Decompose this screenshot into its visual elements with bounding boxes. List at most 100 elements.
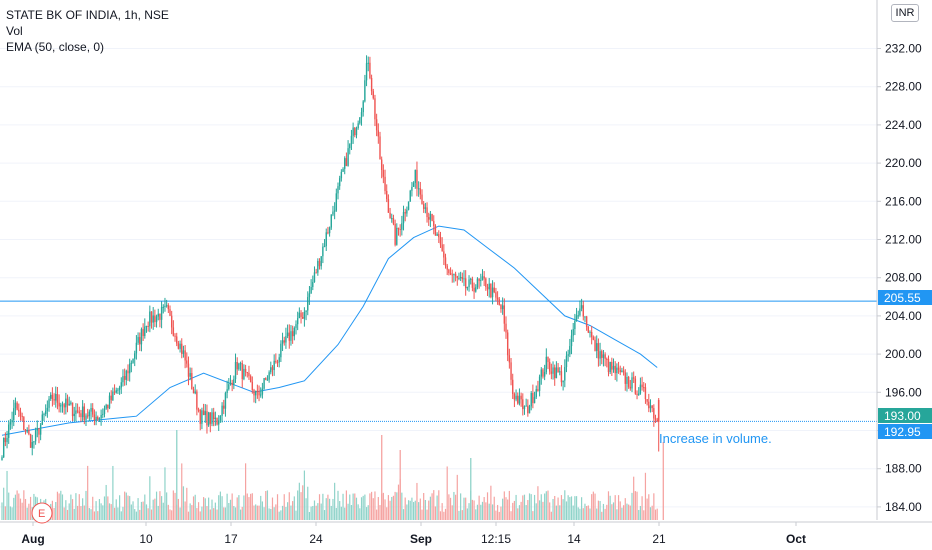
- volume-bar: [349, 494, 351, 520]
- legend-symbol[interactable]: STATE BK OF INDIA, 1h, NSE: [6, 8, 169, 22]
- volume-bar: [293, 496, 295, 520]
- volume-bar: [268, 508, 270, 520]
- candle-body: [219, 415, 222, 421]
- candle-body: [523, 406, 526, 410]
- candle-body: [55, 393, 57, 401]
- candle-body: [532, 393, 534, 404]
- legend-ema[interactable]: EMA (50, close, 0): [6, 40, 105, 54]
- price-axis[interactable]: 232.00 228.00 224.00 220.00 216.00 212.00 208.…: [877, 42, 922, 514]
- candle-body: [599, 351, 601, 359]
- volume-bar: [614, 495, 616, 520]
- volume-bar: [653, 493, 655, 520]
- currency-badge[interactable]: INR: [891, 4, 919, 22]
- volume-bar: [507, 499, 509, 520]
- volume-bar: [607, 491, 610, 520]
- candle-body: [555, 367, 558, 379]
- earnings-marker[interactable]: E: [31, 502, 53, 524]
- candle-body: [369, 62, 371, 78]
- volume-bar: [78, 494, 80, 520]
- candle-body: [159, 313, 161, 320]
- time-axis[interactable]: Aug 10 17 24 Sep 12:15 14 21 Oct: [21, 522, 806, 546]
- volume-bar: [322, 493, 324, 520]
- volume-bar: [402, 509, 405, 520]
- volume-bar: [491, 504, 494, 520]
- volume-bar: [18, 493, 20, 520]
- volume-bar: [174, 492, 176, 520]
- volume-bar: [208, 497, 210, 520]
- candle-body: [602, 354, 605, 358]
- candle-body: [545, 356, 548, 373]
- volume-bar: [497, 504, 499, 520]
- price-tick-label: 188.00: [885, 462, 922, 476]
- legend-volume[interactable]: Vol: [6, 24, 23, 38]
- candle-body: [58, 402, 60, 407]
- volume-bar: [643, 510, 645, 520]
- volume-bar: [429, 496, 431, 520]
- candle-body: [417, 188, 420, 190]
- volume-bar: [418, 502, 420, 520]
- volume-bar: [216, 509, 218, 520]
- volume-bar: [535, 503, 537, 520]
- volume-bar: [537, 486, 539, 520]
- volume-bar: [107, 496, 109, 520]
- volume-bar: [184, 501, 186, 520]
- candle-body: [107, 404, 109, 409]
- candle-body: [260, 394, 262, 396]
- candle-body: [81, 406, 84, 418]
- candle-body: [325, 232, 327, 247]
- candle-body: [182, 350, 185, 354]
- volume-bar: [416, 482, 418, 520]
- annotation-text[interactable]: Increase in volume.: [659, 431, 772, 446]
- volume-bar: [117, 507, 119, 520]
- volume-bar: [394, 491, 396, 520]
- volume-bar: [85, 490, 87, 520]
- volume-bar: [500, 506, 502, 520]
- candle-body: [191, 373, 193, 390]
- volume-bar: [125, 492, 127, 520]
- candle-body: [149, 311, 151, 327]
- candle-body: [548, 362, 551, 372]
- price-tick-label: 196.00: [885, 385, 922, 399]
- candle-body: [139, 337, 141, 345]
- volume-bar: [481, 501, 484, 520]
- volume-bar: [155, 491, 158, 520]
- candle-body: [359, 117, 361, 124]
- candle-body: [298, 312, 301, 319]
- candle-body: [88, 411, 91, 417]
- candle-body: [211, 412, 213, 424]
- candle-body: [328, 227, 331, 234]
- candle-body: [310, 286, 312, 294]
- candle-body: [90, 407, 92, 412]
- candle-body: [496, 297, 499, 300]
- candle-body: [412, 182, 415, 187]
- volume-bar: [644, 472, 647, 520]
- candle-body: [624, 372, 626, 384]
- volume-bar: [26, 507, 28, 520]
- candle-body: [110, 395, 112, 401]
- volume-bar: [498, 511, 500, 520]
- volume-bar: [21, 502, 23, 520]
- candle-body: [414, 169, 416, 183]
- candle-body: [631, 377, 633, 389]
- candle-body: [266, 379, 269, 381]
- candle-body: [525, 405, 527, 407]
- time-tick-label: 14: [567, 532, 581, 546]
- volume-bar: [61, 494, 64, 520]
- candle-body: [606, 358, 608, 360]
- candle-body: [512, 379, 514, 394]
- volume-bar: [206, 506, 208, 520]
- candle-body: [207, 412, 210, 426]
- candle-body: [382, 169, 385, 177]
- horizontal-lines[interactable]: [0, 300, 877, 422]
- candle-body: [490, 283, 492, 298]
- volume-bar: [73, 508, 75, 520]
- volume-bar: [287, 502, 289, 520]
- candle-body: [626, 377, 628, 384]
- volume-bar: [265, 490, 267, 520]
- volume-bar: [569, 497, 571, 520]
- volume-bar: [157, 505, 159, 520]
- candle-body: [585, 316, 588, 327]
- volume-bar: [513, 500, 515, 520]
- volume-bar: [554, 495, 556, 520]
